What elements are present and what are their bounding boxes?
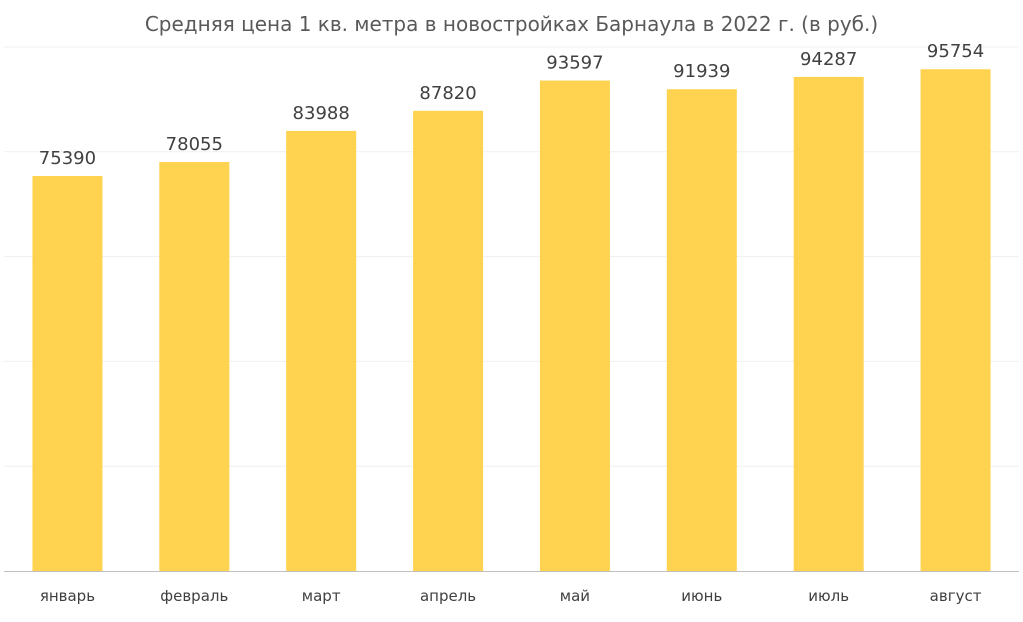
data-label-3: 87820 [419,83,476,104]
bar-6 [793,76,864,571]
x-tick-label-0: январь [40,587,95,605]
x-tick-label-2: март [302,587,341,605]
data-label-2: 83988 [293,103,350,124]
bar-5 [666,89,737,572]
bar-2 [286,130,357,571]
data-label-5: 91939 [673,61,730,82]
chart-title: Средняя цена 1 кв. метра в новостройках … [144,12,879,36]
data-label-7: 95754 [927,41,984,62]
data-label-6: 94287 [800,49,857,70]
bars [32,69,991,572]
x-tick-label-1: февраль [160,587,228,605]
bar-0 [32,175,103,571]
data-labels: 75390 78055 83988 87820 93597 91939 94287 95754 [39,41,984,169]
data-label-1: 78055 [166,134,223,155]
x-tick-label-3: апрель [420,587,476,605]
x-axis-ticks: январь февраль март апрель май июнь июль август [40,587,982,605]
data-label-4: 93597 [546,53,603,74]
bar-1 [159,161,230,571]
bar-4 [539,80,610,571]
gridlines [4,46,1019,467]
bar-7 [920,69,991,572]
x-tick-label-4: май [560,587,590,605]
x-tick-label-7: август [930,587,982,605]
x-tick-label-5: июнь [681,587,722,605]
data-label-0: 75390 [39,148,96,169]
x-tick-label-6: июль [808,587,849,605]
bar-3 [413,110,484,572]
